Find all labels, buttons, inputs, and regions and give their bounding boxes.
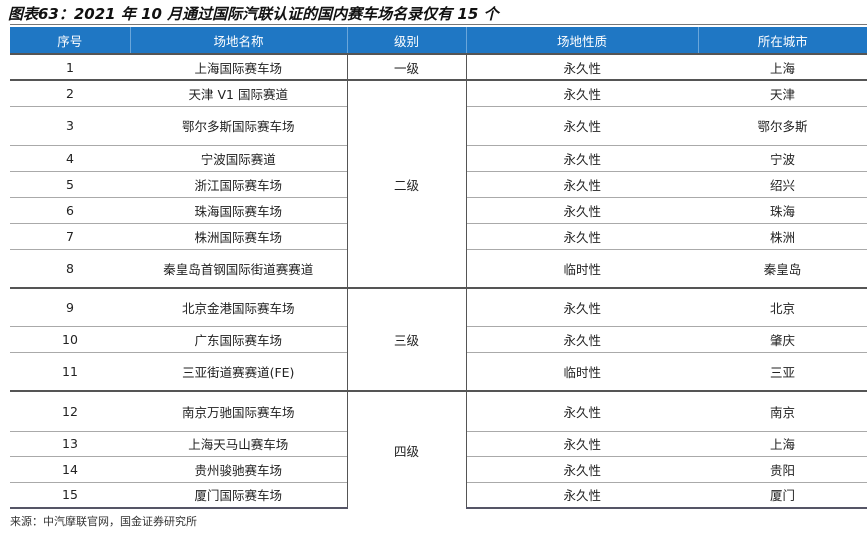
cell-type: 永久性 <box>466 196 698 223</box>
cell-no: 10 <box>10 325 130 352</box>
cell-type: 永久性 <box>466 325 698 352</box>
cell-city: 鄂尔多斯 <box>698 105 867 145</box>
cell-city: 株洲 <box>698 222 867 249</box>
cell-city: 珠海 <box>698 196 867 223</box>
cell-name: 鄂尔多斯国际赛车场 <box>130 105 347 145</box>
cell-level: 三级 <box>346 287 467 391</box>
cell-no: 1 <box>10 53 130 80</box>
cell-name: 天津 V1 国际赛道 <box>130 79 347 106</box>
header-level: 级别 <box>346 27 466 54</box>
cell-no: 14 <box>10 455 130 482</box>
table-row: 14 贵州骏驰赛车场 永久性 贵阳 <box>10 455 867 482</box>
cell-level: 一级 <box>346 53 467 80</box>
cell-no: 7 <box>10 222 130 249</box>
table-row: 11 三亚街道赛赛道(FE) 临时性 三亚 <box>10 351 867 391</box>
header-type: 场地性质 <box>465 27 698 54</box>
header-city: 所在城市 <box>697 27 867 54</box>
cell-city: 上海 <box>698 430 867 456</box>
cell-type: 永久性 <box>466 455 698 482</box>
table-row: 1 上海国际赛车场 一级 永久性 上海 <box>10 53 867 80</box>
cell-no: 2 <box>10 79 130 106</box>
cell-type: 永久性 <box>466 79 698 106</box>
table-row: 13 上海天马山赛车场 永久性 上海 <box>10 430 867 456</box>
cell-city: 贵阳 <box>698 455 867 482</box>
cell-type: 永久性 <box>466 53 698 80</box>
table-row: 2 天津 V1 国际赛道 二级 永久性 天津 <box>10 79 867 288</box>
table-row: 4 宁波国际赛道 永久性 宁波 <box>10 144 867 171</box>
cell-name: 厦门国际赛车场 <box>130 481 347 509</box>
table-row: 9 北京金港国际赛车场 三级 永久性 北京 <box>10 287 867 391</box>
cell-city: 宁波 <box>698 144 867 171</box>
cell-name: 贵州骏驰赛车场 <box>130 455 347 482</box>
cell-city: 三亚 <box>698 351 867 391</box>
source-note: 来源：中汽摩联官网，国金证券研究所 <box>10 515 197 528</box>
cell-type: 永久性 <box>466 481 698 509</box>
cell-type: 永久性 <box>466 105 698 145</box>
cell-level: 二级 <box>346 79 467 288</box>
cell-city: 绍兴 <box>698 170 867 197</box>
cell-type: 永久性 <box>466 430 698 456</box>
cell-city: 天津 <box>698 79 867 106</box>
header-no: 序号 <box>10 27 130 54</box>
cell-type: 永久性 <box>466 222 698 249</box>
cell-no: 13 <box>10 430 130 456</box>
cell-type: 永久性 <box>466 390 698 431</box>
cell-no: 11 <box>10 351 130 391</box>
cell-no: 8 <box>10 248 130 288</box>
header-name: 场地名称 <box>129 27 347 54</box>
cell-no: 6 <box>10 196 130 223</box>
cell-name: 浙江国际赛车场 <box>130 170 347 197</box>
cell-name: 北京金港国际赛车场 <box>130 287 347 326</box>
table-row: 8 秦皇岛首钢国际街道赛赛道 临时性 秦皇岛 <box>10 248 867 288</box>
title-divider <box>10 24 867 25</box>
cell-no: 15 <box>10 481 130 509</box>
cell-type: 永久性 <box>466 287 698 326</box>
table-row: 15 厦门国际赛车场 永久性 厦门 <box>10 481 867 509</box>
cell-level: 四级 <box>346 390 467 508</box>
table-row: 12 南京万驰国际赛车场 四级 永久性 南京 <box>10 390 867 508</box>
circuits-table: 序号 场地名称 级别 场地性质 所在城市 1 上海国际赛车场 一级 永久性 上海 2 天津 … <box>10 27 867 509</box>
cell-name: 三亚街道赛赛道(FE) <box>130 351 347 391</box>
cell-city: 上海 <box>698 53 867 80</box>
table-row: 3 鄂尔多斯国际赛车场 永久性 鄂尔多斯 <box>10 105 867 145</box>
cell-name: 南京万驰国际赛车场 <box>130 390 347 431</box>
cell-city: 南京 <box>698 390 867 431</box>
cell-name: 秦皇岛首钢国际街道赛赛道 <box>130 248 347 288</box>
cell-type: 永久性 <box>466 170 698 197</box>
cell-no: 9 <box>10 287 130 326</box>
cell-name: 珠海国际赛车场 <box>130 196 347 223</box>
cell-type: 永久性 <box>466 144 698 171</box>
cell-no: 12 <box>10 390 130 431</box>
cell-city: 北京 <box>698 287 867 326</box>
cell-no: 3 <box>10 105 130 145</box>
figure-title: 图表63：2021 年 10 月通过国际汽联认证的国内赛车场名录仅有 15 个 <box>8 5 499 23</box>
cell-name: 上海国际赛车场 <box>130 53 347 80</box>
cell-name: 上海天马山赛车场 <box>130 430 347 456</box>
cell-name: 株洲国际赛车场 <box>130 222 347 249</box>
table-row: 5 浙江国际赛车场 永久性 绍兴 <box>10 170 867 197</box>
cell-name: 广东国际赛车场 <box>130 325 347 352</box>
cell-name: 宁波国际赛道 <box>130 144 347 171</box>
table-header-row: 序号 场地名称 级别 场地性质 所在城市 <box>10 27 867 54</box>
table-row: 7 株洲国际赛车场 永久性 株洲 <box>10 222 867 249</box>
table-row: 6 珠海国际赛车场 永久性 珠海 <box>10 196 867 223</box>
cell-no: 4 <box>10 144 130 171</box>
cell-city: 厦门 <box>698 481 867 509</box>
cell-type: 临时性 <box>466 248 698 288</box>
cell-no: 5 <box>10 170 130 197</box>
cell-city: 秦皇岛 <box>698 248 867 288</box>
table-row: 10 广东国际赛车场 永久性 肇庆 <box>10 325 867 352</box>
cell-city: 肇庆 <box>698 325 867 352</box>
cell-type: 临时性 <box>466 351 698 391</box>
